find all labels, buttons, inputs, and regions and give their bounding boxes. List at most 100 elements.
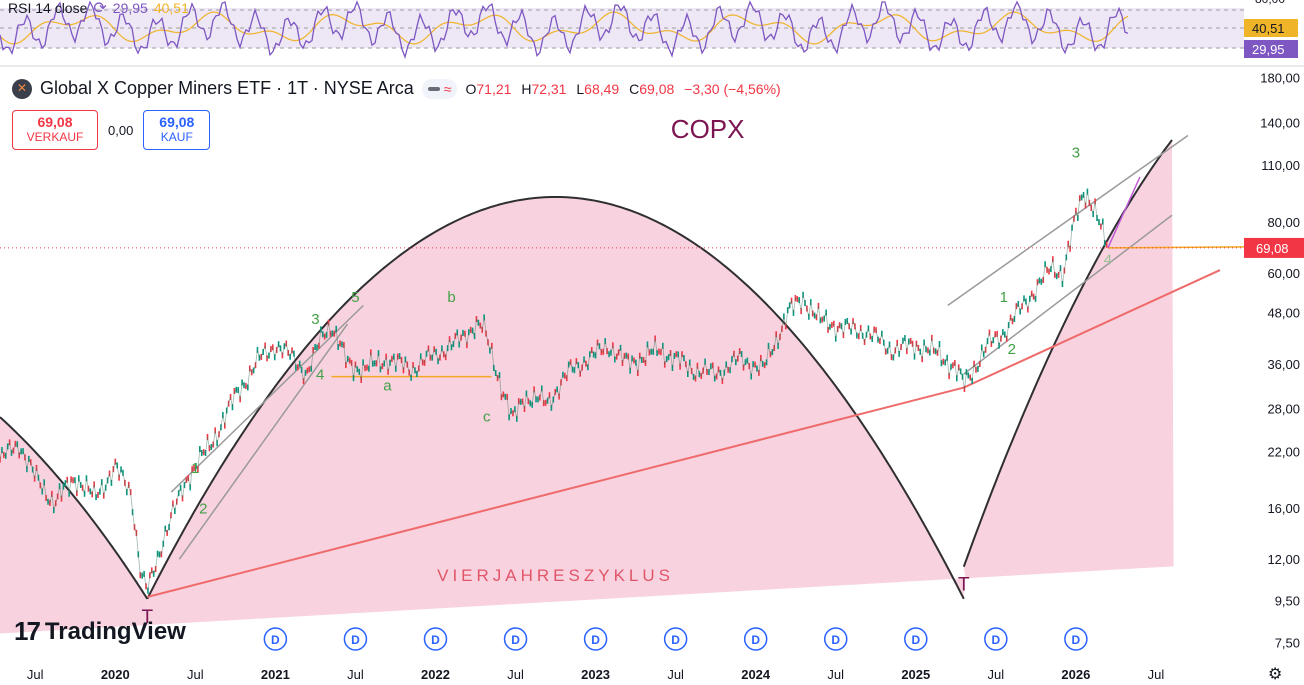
rsi-pane: 80,00 40,51 29,95 [0,0,1304,67]
time-tick-label: 2021 [261,667,290,682]
dividend-marker-icon [503,627,528,651]
cycle-arc-left [0,416,149,600]
buy-price: 69,08 [159,114,195,130]
current-level-line [1107,246,1245,249]
dividend-marker-icon [743,627,768,651]
dividend-marker-icon [1064,627,1088,651]
sell-label: VERKAUF [26,130,84,144]
wave-label-2: 3 [311,311,319,328]
dividend-marker-label: D [511,633,520,647]
rsi-ma-line [0,11,1129,45]
buy-button[interactable]: 69,08 KAUF [143,110,211,150]
projection-line [1107,176,1141,249]
price-tick-label: 80,00 [1267,215,1300,230]
price-tick-label: 180,00 [1260,71,1300,86]
symbol-title[interactable]: Global X Copper Miners ETF · 1T · NYSE A… [40,78,414,98]
rsi-line [0,0,1129,59]
rsi-tag-text: 29,95 [1252,42,1285,57]
price-tick-label: 9,50 [1275,594,1300,609]
symbol-watermark: COPX [671,114,745,144]
dividend-marker-label: D [911,633,920,647]
dividend-marker-label: D [271,633,280,647]
wave-label-7: c [483,409,491,426]
trough-label-0: T [141,607,153,628]
time-tick-label: Jul [187,667,204,682]
time-tick-label: 2026 [1061,667,1090,682]
dividend-marker-icon [663,627,688,651]
time-axis: Jul 2020 Jul 2021 Jul 2022 Jul 2023 Jul 2024 Jul 20… [27,667,1164,682]
price-line [0,191,1107,593]
price-tick-label: 60,00 [1267,266,1300,281]
visibility-toggle[interactable]: ≈ [421,78,458,99]
rsi-tag [1244,40,1298,58]
rsi-ma-tag [1244,19,1298,37]
sell-button[interactable]: 69,08 VERKAUF [12,110,98,150]
rsi-ma-tag-text: 40,51 [1252,21,1285,36]
time-tick-label: Jul [507,667,524,682]
refresh-icon[interactable]: ⟳ [93,0,107,17]
dividend-marker-label: D [351,633,360,647]
annotation-labels: COPX VIERJAHRESZYKLUS T T 1 2 3 4 5 a b c 1 2 3 4 [141,114,1112,628]
price-tick-label: 48,00 [1267,306,1300,321]
dividend-marker-icon [343,627,368,651]
price-tick-label: 7,50 [1275,636,1300,651]
symbol-header[interactable]: Global X Copper Miners ETF · 1T · NYSE A… [12,78,781,99]
buy-label: KAUF [160,130,193,144]
channel-upper-1 [170,304,364,493]
dividend-marker-label: D [591,633,600,647]
time-tick-label: 2024 [741,667,771,682]
wave-icon: ≈ [443,80,452,97]
last-price-tag [1244,237,1304,258]
price-axis: 180,00 140,00 110,00 80,00 60,00 48,00 36,00 28… [1244,68,1304,668]
close-value: 69,08 [639,80,675,97]
rsi-legend[interactable]: RSI 14 close ⟳ 29,95 40,51 [8,0,189,18]
high-value: 72,31 [531,80,567,97]
dividend-marker-icon [904,627,928,651]
dividend-marker-label: D [831,633,840,647]
low-label: L [576,80,585,97]
price-tick-label: 28,00 [1267,401,1300,416]
trend-line-new [963,269,1221,389]
settings-gear-icon[interactable]: ⚙ [1268,666,1283,683]
rsi-axis-top: 80,00 [1255,0,1285,6]
time-tick-label: 2023 [581,667,610,682]
wave-label-3: 4 [316,366,324,383]
wave-label-4: 5 [351,289,359,306]
dividend-marker-label: D [1072,633,1081,647]
cycle-label: VIERJAHRESZYKLUS [437,566,674,585]
last-price-tag-text: 69,08 [1256,241,1289,256]
tradingview-logo[interactable]: 17 TradingView [14,616,186,647]
time-tick-label: Jul [988,667,1005,682]
dividend-marker-label: D [671,633,680,647]
spread-value: 0,00 [108,122,134,138]
cycle-fill [0,140,1174,634]
ohlc-values: O71,21 H72,31 L68,49 C69,08 −3,30 (−4,56… [465,81,780,97]
wave-label-11: 4 [1104,251,1112,268]
time-tick-label: 2022 [421,667,450,682]
dividend-marker-icon [984,627,1008,651]
wave-label-0: 1 [191,460,199,477]
rsi-label: RSI 14 close [8,0,88,16]
price-tick-label: 22,00 [1267,444,1300,459]
wave-label-1: 2 [199,501,207,518]
price-axis-background [1244,68,1304,668]
trend-line-long [147,386,965,598]
cycle-fill-right [963,140,1174,579]
dividend-marker-label: D [992,633,1001,647]
trough-label-1: T [958,575,970,596]
time-tick-label: 2020 [101,667,130,682]
wave-label-6: b [447,289,455,306]
time-tick-label: 2025 [901,667,930,682]
price-tick-label: 12,00 [1267,552,1300,567]
low-value: 68,49 [584,80,620,97]
price-tick-label: 140,00 [1260,115,1300,130]
time-tick-label: Jul [1148,667,1165,682]
channel-upper-2 [947,134,1189,307]
rsi-ma-value: 40,51 [153,0,189,16]
wave-label-5: a [383,377,392,394]
cycle-fill-left [0,417,148,634]
change-value: −3,30 (−4,56%) [684,80,781,97]
time-tick-label: Jul [347,667,364,682]
